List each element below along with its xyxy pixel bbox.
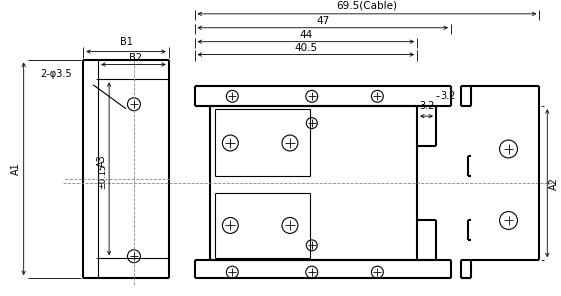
Text: 3.2: 3.2 xyxy=(419,101,434,111)
Text: A1: A1 xyxy=(11,163,21,175)
Text: 2-φ3.5: 2-φ3.5 xyxy=(40,70,72,79)
Text: B2: B2 xyxy=(129,53,142,62)
Text: A2: A2 xyxy=(549,177,559,190)
Text: 69.5(Cable): 69.5(Cable) xyxy=(337,1,397,11)
Text: 40.5: 40.5 xyxy=(295,43,318,53)
Text: B1: B1 xyxy=(119,37,132,47)
Text: ±0.15: ±0.15 xyxy=(98,164,107,189)
Text: 3.2: 3.2 xyxy=(440,91,456,101)
Text: 44: 44 xyxy=(299,30,312,40)
Text: 47: 47 xyxy=(316,16,329,26)
Text: A3: A3 xyxy=(97,155,107,167)
